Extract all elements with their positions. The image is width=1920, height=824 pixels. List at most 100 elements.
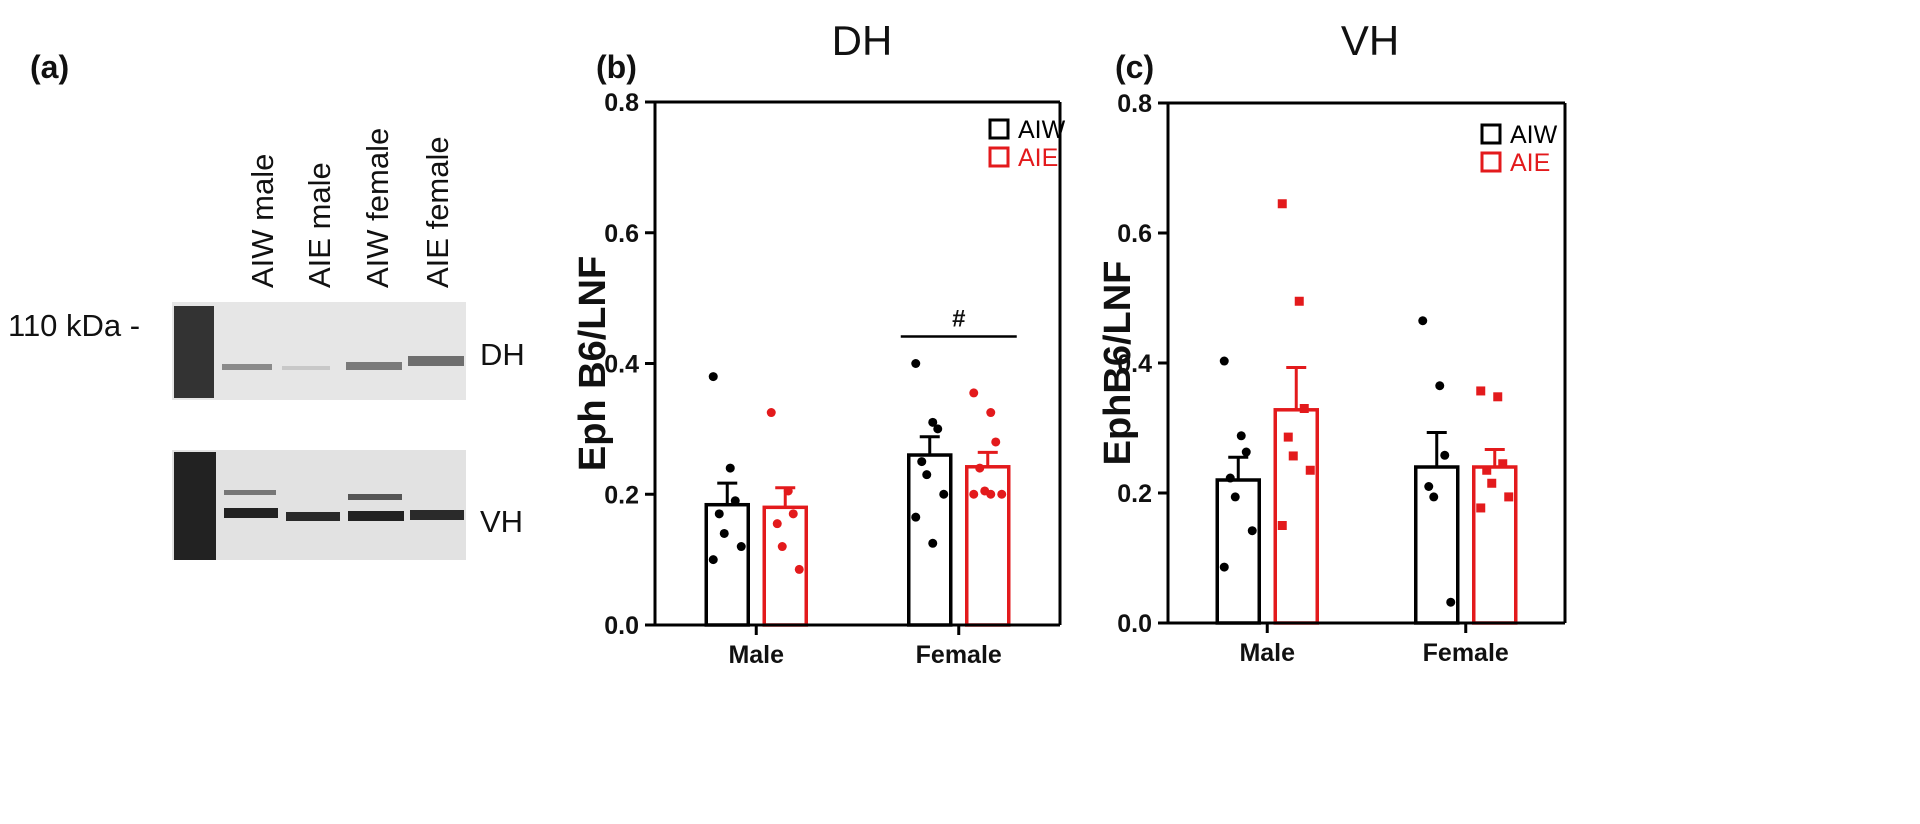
size-marker: 110 kDa -: [8, 308, 140, 343]
lane-label: AIE male: [302, 162, 337, 288]
blot-panel: (a) AIW male AIE male AIW female AIE fem…: [8, 49, 525, 560]
data-point: [788, 509, 798, 519]
data-point: [772, 519, 782, 529]
legend-swatch: [988, 146, 1010, 168]
data-point: [1277, 199, 1287, 209]
x-tick-label: Male: [728, 641, 784, 669]
data-point: [794, 564, 804, 574]
lane-label: AIE female: [420, 136, 455, 288]
data-point: [917, 457, 927, 467]
data-point: [928, 417, 938, 427]
y-tick-label: 0.2: [1117, 480, 1152, 508]
data-point: [1429, 492, 1439, 502]
y-axis-label: EphB6/LNF: [1097, 261, 1139, 466]
x-tick-label: Female: [916, 641, 1002, 669]
data-point: [719, 528, 729, 538]
data-point: [1299, 404, 1309, 413]
data-point: [991, 437, 1001, 447]
data-point: [922, 470, 932, 480]
data-point: [933, 424, 943, 434]
data-point: [730, 496, 740, 506]
y-tick-label: 0.0: [604, 612, 639, 640]
data-point: [1241, 447, 1251, 457]
legend-swatch: [1480, 151, 1502, 173]
y-tick-label: 0.4: [604, 351, 639, 379]
band: [224, 508, 278, 518]
data-point: [986, 489, 996, 499]
data-point: [1482, 465, 1492, 475]
band: [408, 356, 464, 366]
y-tick-label: 0.8: [1117, 90, 1152, 118]
data-point: [1219, 356, 1229, 366]
data-point: [1283, 432, 1293, 442]
data-point: [986, 408, 996, 418]
panel-label: (c): [1115, 49, 1154, 85]
data-point: [714, 509, 724, 519]
data-point: [1225, 473, 1235, 483]
blot-image: [172, 450, 466, 560]
legend-label: AIE: [1018, 144, 1058, 172]
legend-swatch: [988, 118, 1010, 140]
data-point: [969, 388, 979, 398]
significance-label: #: [952, 306, 965, 333]
ladder: [174, 306, 214, 398]
data-point: [928, 538, 938, 548]
data-point: [1498, 459, 1508, 469]
panel-label: (a): [30, 49, 69, 85]
data-point: [1476, 503, 1486, 513]
legend-label: AIE: [1510, 149, 1550, 177]
y-axis-label: Eph B6/LNF: [572, 256, 614, 471]
chart-title: DH: [832, 17, 893, 64]
data-point: [1476, 386, 1486, 396]
data-point: [1504, 492, 1514, 502]
data-point: [1277, 521, 1287, 530]
data-point: [1446, 597, 1456, 607]
band: [286, 512, 340, 521]
y-tick-label: 0.8: [604, 89, 639, 117]
y-tick-label: 0.2: [604, 481, 639, 509]
data-point: [1230, 492, 1240, 502]
band: [410, 510, 464, 520]
y-tick-label: 0.0: [1117, 610, 1152, 638]
data-point: [911, 359, 921, 368]
data-point: [708, 372, 718, 382]
band: [346, 362, 402, 370]
y-tick-label: 0.4: [1117, 350, 1152, 378]
bar: [704, 502, 750, 627]
y-tick-label: 0.6: [604, 220, 639, 248]
lane-label: AIW female: [360, 128, 395, 288]
bar: [1215, 478, 1261, 625]
ladder: [174, 452, 216, 560]
data-point: [939, 489, 949, 499]
data-point: [1440, 450, 1450, 460]
data-point: [1236, 431, 1246, 441]
data-point: [997, 489, 1007, 499]
bar: [1273, 408, 1319, 625]
data-point: [911, 512, 921, 522]
band: [348, 511, 404, 521]
row-label: VH: [480, 504, 523, 539]
band: [224, 490, 276, 495]
legend-label: AIW: [1510, 121, 1558, 149]
data-point: [1288, 451, 1298, 461]
y-tick-label: 0.6: [1117, 220, 1152, 248]
panel-label: (b): [596, 49, 637, 85]
chart-title: VH: [1341, 17, 1399, 64]
data-point: [1424, 482, 1434, 491]
blot-image: [172, 302, 466, 400]
lane-label: AIW male: [245, 154, 280, 288]
data-point: [1418, 316, 1428, 326]
data-point: [708, 555, 718, 565]
x-tick-label: Female: [1423, 639, 1509, 667]
data-point: [777, 542, 787, 552]
data-point: [1294, 296, 1304, 306]
data-point: [766, 408, 776, 418]
data-point: [1219, 562, 1229, 572]
data-point: [1435, 381, 1445, 391]
data-point: [1305, 465, 1315, 475]
band: [282, 366, 330, 370]
row-label: DH: [480, 337, 525, 372]
x-tick-label: Male: [1239, 639, 1295, 667]
legend-label: AIW: [1018, 116, 1066, 144]
